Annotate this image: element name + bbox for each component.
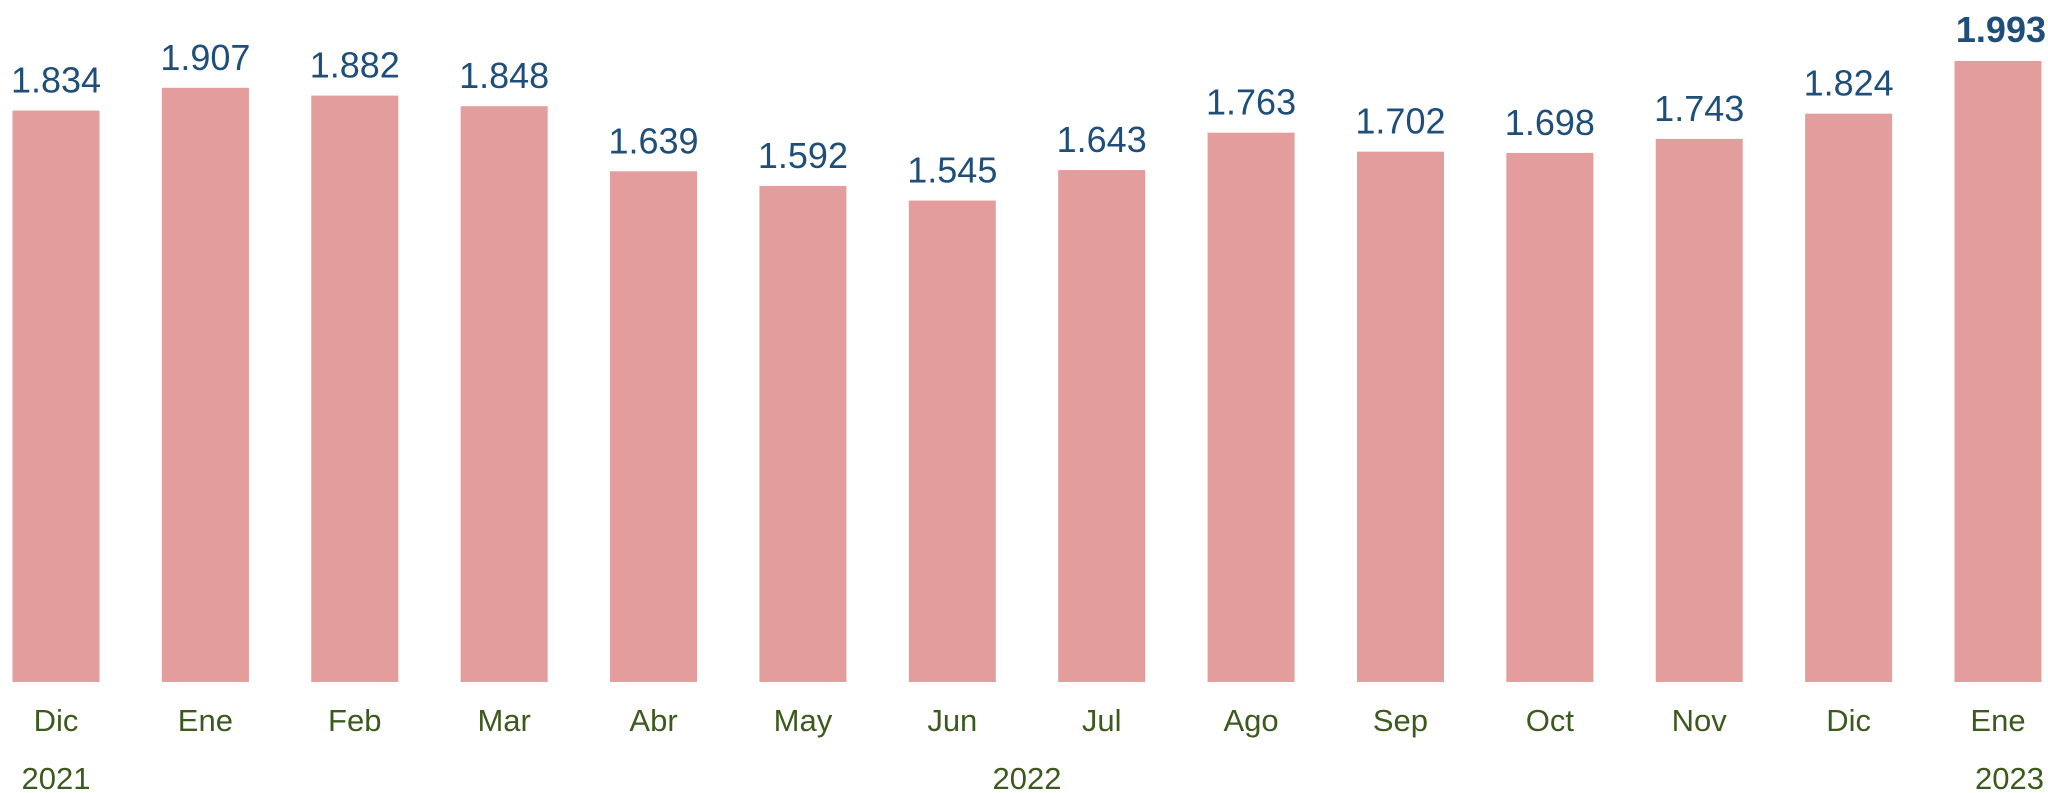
bar — [1954, 61, 2042, 682]
value-label: 1.702 — [1355, 101, 1445, 142]
x-tick-label: Mar — [477, 703, 530, 738]
x-tick-label: May — [774, 703, 833, 738]
bar — [1805, 113, 1893, 682]
bar — [460, 106, 548, 682]
bar — [1207, 132, 1295, 682]
year-label: 2021 — [22, 761, 91, 793]
bar — [1356, 151, 1444, 682]
x-tick-label: Nov — [1672, 703, 1728, 738]
x-tick-label: Ene — [178, 703, 233, 738]
value-label: 1.592 — [758, 135, 848, 176]
bar — [908, 200, 996, 682]
value-label: 1.545 — [907, 150, 997, 191]
x-tick-label: Jul — [1082, 703, 1122, 738]
value-label: 1.907 — [160, 37, 250, 78]
bar — [311, 95, 399, 683]
x-tick-label: Feb — [328, 703, 381, 738]
year-label: 2022 — [993, 761, 1062, 793]
value-label: 1.639 — [608, 120, 698, 161]
x-tick-label: Ene — [1970, 703, 2025, 738]
value-label: 1.643 — [1057, 119, 1147, 160]
bar — [1655, 138, 1743, 682]
year-label: 2023 — [1975, 761, 2044, 793]
x-tick-label: Dic — [1826, 703, 1871, 738]
x-tick-label: Oct — [1526, 703, 1575, 738]
value-label: 1.848 — [459, 55, 549, 96]
bar — [1058, 170, 1146, 682]
x-tick-label: Ago — [1223, 703, 1278, 738]
bar — [610, 171, 698, 683]
value-label: 1.824 — [1804, 63, 1894, 104]
bar — [12, 110, 100, 682]
value-label: 1.743 — [1654, 88, 1744, 129]
bar — [1506, 152, 1594, 683]
value-label: 1.698 — [1505, 102, 1595, 143]
bar — [759, 185, 847, 682]
value-label: 1.993 — [1956, 9, 2046, 50]
value-label: 1.763 — [1206, 82, 1296, 123]
bar — [161, 87, 249, 682]
x-tick-label: Jun — [927, 703, 977, 738]
x-tick-label: Sep — [1373, 703, 1428, 738]
x-tick-label: Abr — [629, 703, 677, 738]
value-label: 1.834 — [11, 60, 101, 101]
x-tick-label: Dic — [34, 703, 79, 738]
value-label: 1.882 — [310, 45, 400, 86]
